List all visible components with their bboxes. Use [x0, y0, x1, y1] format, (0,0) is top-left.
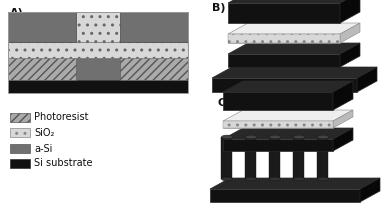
Text: Photoresist: Photoresist [34, 113, 89, 122]
Polygon shape [223, 139, 333, 151]
Polygon shape [340, 43, 360, 67]
Polygon shape [212, 78, 357, 92]
Bar [228, 34, 340, 43]
Bar [10, 113, 30, 122]
Polygon shape [228, 3, 340, 23]
Bar [120, 42, 188, 80]
Polygon shape [223, 128, 353, 139]
Bar [294, 137, 305, 179]
Polygon shape [228, 43, 360, 54]
Bar [8, 58, 188, 80]
Bar [8, 80, 188, 93]
Ellipse shape [221, 177, 232, 181]
Ellipse shape [269, 135, 281, 139]
Polygon shape [210, 189, 360, 202]
Bar [76, 12, 120, 42]
Polygon shape [333, 110, 353, 128]
Polygon shape [228, 23, 360, 34]
Polygon shape [333, 128, 353, 151]
Bar [8, 12, 76, 42]
Polygon shape [340, 0, 360, 23]
Polygon shape [223, 92, 333, 110]
Polygon shape [223, 110, 353, 121]
Bar [8, 42, 76, 80]
Bar [221, 137, 232, 179]
Text: A): A) [10, 8, 24, 18]
Ellipse shape [294, 135, 305, 139]
Polygon shape [210, 178, 380, 189]
Bar [223, 121, 333, 128]
Ellipse shape [294, 177, 305, 181]
Bar [318, 137, 328, 179]
Polygon shape [357, 67, 377, 92]
Text: B): B) [212, 3, 225, 13]
Polygon shape [223, 121, 333, 128]
Ellipse shape [318, 135, 328, 139]
Bar [120, 12, 188, 42]
Polygon shape [228, 0, 360, 3]
Polygon shape [333, 81, 353, 110]
Polygon shape [228, 34, 340, 43]
Polygon shape [223, 81, 353, 92]
Polygon shape [340, 23, 360, 43]
Text: a-Si: a-Si [34, 143, 53, 154]
Text: Si substrate: Si substrate [34, 159, 93, 168]
Text: C): C) [218, 98, 231, 108]
Bar [245, 137, 256, 179]
Bar [8, 42, 188, 58]
Ellipse shape [269, 177, 281, 181]
Bar [10, 159, 30, 168]
Text: SiO₂: SiO₂ [34, 127, 54, 138]
Polygon shape [228, 54, 340, 67]
Polygon shape [360, 178, 380, 202]
Ellipse shape [318, 177, 328, 181]
Polygon shape [212, 67, 377, 78]
Bar [8, 12, 188, 93]
Bar [10, 144, 30, 153]
Ellipse shape [221, 135, 232, 139]
Bar [10, 128, 30, 137]
Ellipse shape [245, 177, 256, 181]
Bar [269, 137, 281, 179]
Ellipse shape [245, 135, 256, 139]
